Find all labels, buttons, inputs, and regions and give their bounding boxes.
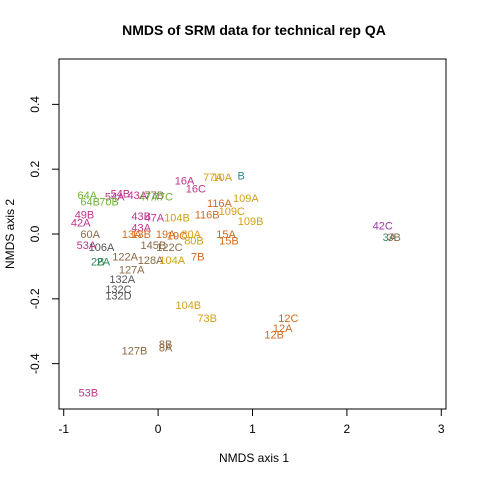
point-label-13B: 13B: [131, 229, 151, 241]
x-axis: -1 0 1 2 3: [58, 408, 445, 436]
point-label-53A: 53A: [77, 240, 97, 252]
point-label-145B: 145B: [141, 240, 167, 252]
point-label-132D: 132D: [105, 290, 131, 302]
point-label-109C: 109C: [219, 206, 245, 218]
point-label-77B: 77B: [145, 190, 165, 202]
y-axis: -0.4 -0.2 0.0 0.2 0.4: [28, 96, 60, 374]
point-label-122A: 122A: [112, 252, 138, 264]
x-tick-label: -1: [58, 422, 69, 436]
point-label-B: B: [238, 171, 245, 183]
point-label-77C: 77C: [153, 192, 173, 204]
point-label-12C: 12C: [278, 313, 298, 325]
y-tick-label: 0.2: [28, 161, 42, 178]
point-label-16A: 16A: [175, 175, 195, 187]
point-label-116B: 116B: [195, 209, 220, 221]
point-label-43B: 43B: [131, 211, 151, 223]
point-label-3A: 3A: [383, 232, 397, 244]
point-label-104B: 104B: [164, 213, 190, 225]
y-axis-label: NMDS axis 2: [3, 199, 17, 269]
point-label-47A: 47A: [145, 213, 165, 225]
point-label-127B: 127B: [122, 346, 148, 358]
point-label-128A: 128A: [138, 255, 164, 267]
y-tick-label: 0.4: [28, 96, 42, 113]
point-label-104A: 104A: [159, 255, 185, 267]
point-label-122C: 122C: [156, 242, 182, 254]
point-label-54B: 54B: [111, 188, 131, 200]
point-label-60A: 60A: [80, 229, 100, 241]
point-label-127A: 127A: [119, 264, 145, 276]
point-label-16C: 16C: [186, 183, 206, 195]
point-label-64A: 64A: [78, 190, 98, 202]
point-label-80A: 80A: [181, 229, 201, 241]
point-label-19A: 19A: [156, 229, 176, 241]
point-label-104B: 104B: [175, 300, 201, 312]
chart-title: NMDS of SRM data for technical rep QA: [122, 22, 386, 38]
x-axis-label: NMDS axis 1: [219, 451, 289, 465]
point-label-8A: 8A: [159, 342, 173, 354]
x-tick-label: 0: [155, 422, 162, 436]
point-label-70B: 70B: [99, 196, 119, 208]
point-label-116A: 116A: [207, 198, 233, 210]
point-label-15A: 15A: [216, 229, 236, 241]
point-label-2A: 2A: [97, 256, 111, 268]
point-label-42C: 42C: [373, 221, 393, 233]
point-label-15B: 15B: [219, 235, 239, 247]
x-tick-label: 3: [438, 422, 445, 436]
point-label-2B: 2B: [91, 256, 104, 268]
point-label-64B: 64B: [80, 196, 100, 208]
point-label-109B: 109B: [238, 216, 264, 228]
point-label-3B: 3B: [387, 232, 400, 244]
point-label-109A: 109A: [233, 193, 259, 205]
point-label-73B: 73B: [197, 313, 217, 325]
y-tick-label: 0.0: [28, 225, 42, 242]
point-label-132A: 132A: [109, 274, 135, 286]
x-tick-label: 2: [344, 422, 351, 436]
point-label-106A: 106A: [89, 242, 115, 254]
point-label-10A: 10A: [213, 172, 233, 184]
point-label-7B: 7B: [191, 252, 204, 264]
point-label-54A: 54A: [105, 192, 125, 204]
y-tick-label: -0.4: [28, 353, 42, 374]
point-label-77A: 77A: [203, 172, 223, 184]
point-label-49B: 49B: [75, 209, 95, 221]
point-label-12B: 12B: [264, 329, 284, 341]
point-label-42A: 42A: [71, 218, 91, 230]
point-label-47A: 47A: [139, 192, 159, 204]
point-label-13A: 13A: [122, 229, 142, 241]
x-tick-label: 1: [249, 422, 256, 436]
point-label-19C: 19C: [167, 230, 187, 242]
point-label-80B: 80B: [184, 235, 204, 247]
point-label-53B: 53B: [78, 388, 98, 400]
point-label-8B: 8B: [159, 339, 172, 351]
y-tick-label: -0.2: [28, 288, 42, 309]
point-label-12A: 12A: [273, 323, 293, 335]
point-label-43A: 43A: [131, 222, 151, 234]
point-label-132C: 132C: [105, 284, 131, 296]
point-label-43A: 43A: [128, 190, 148, 202]
